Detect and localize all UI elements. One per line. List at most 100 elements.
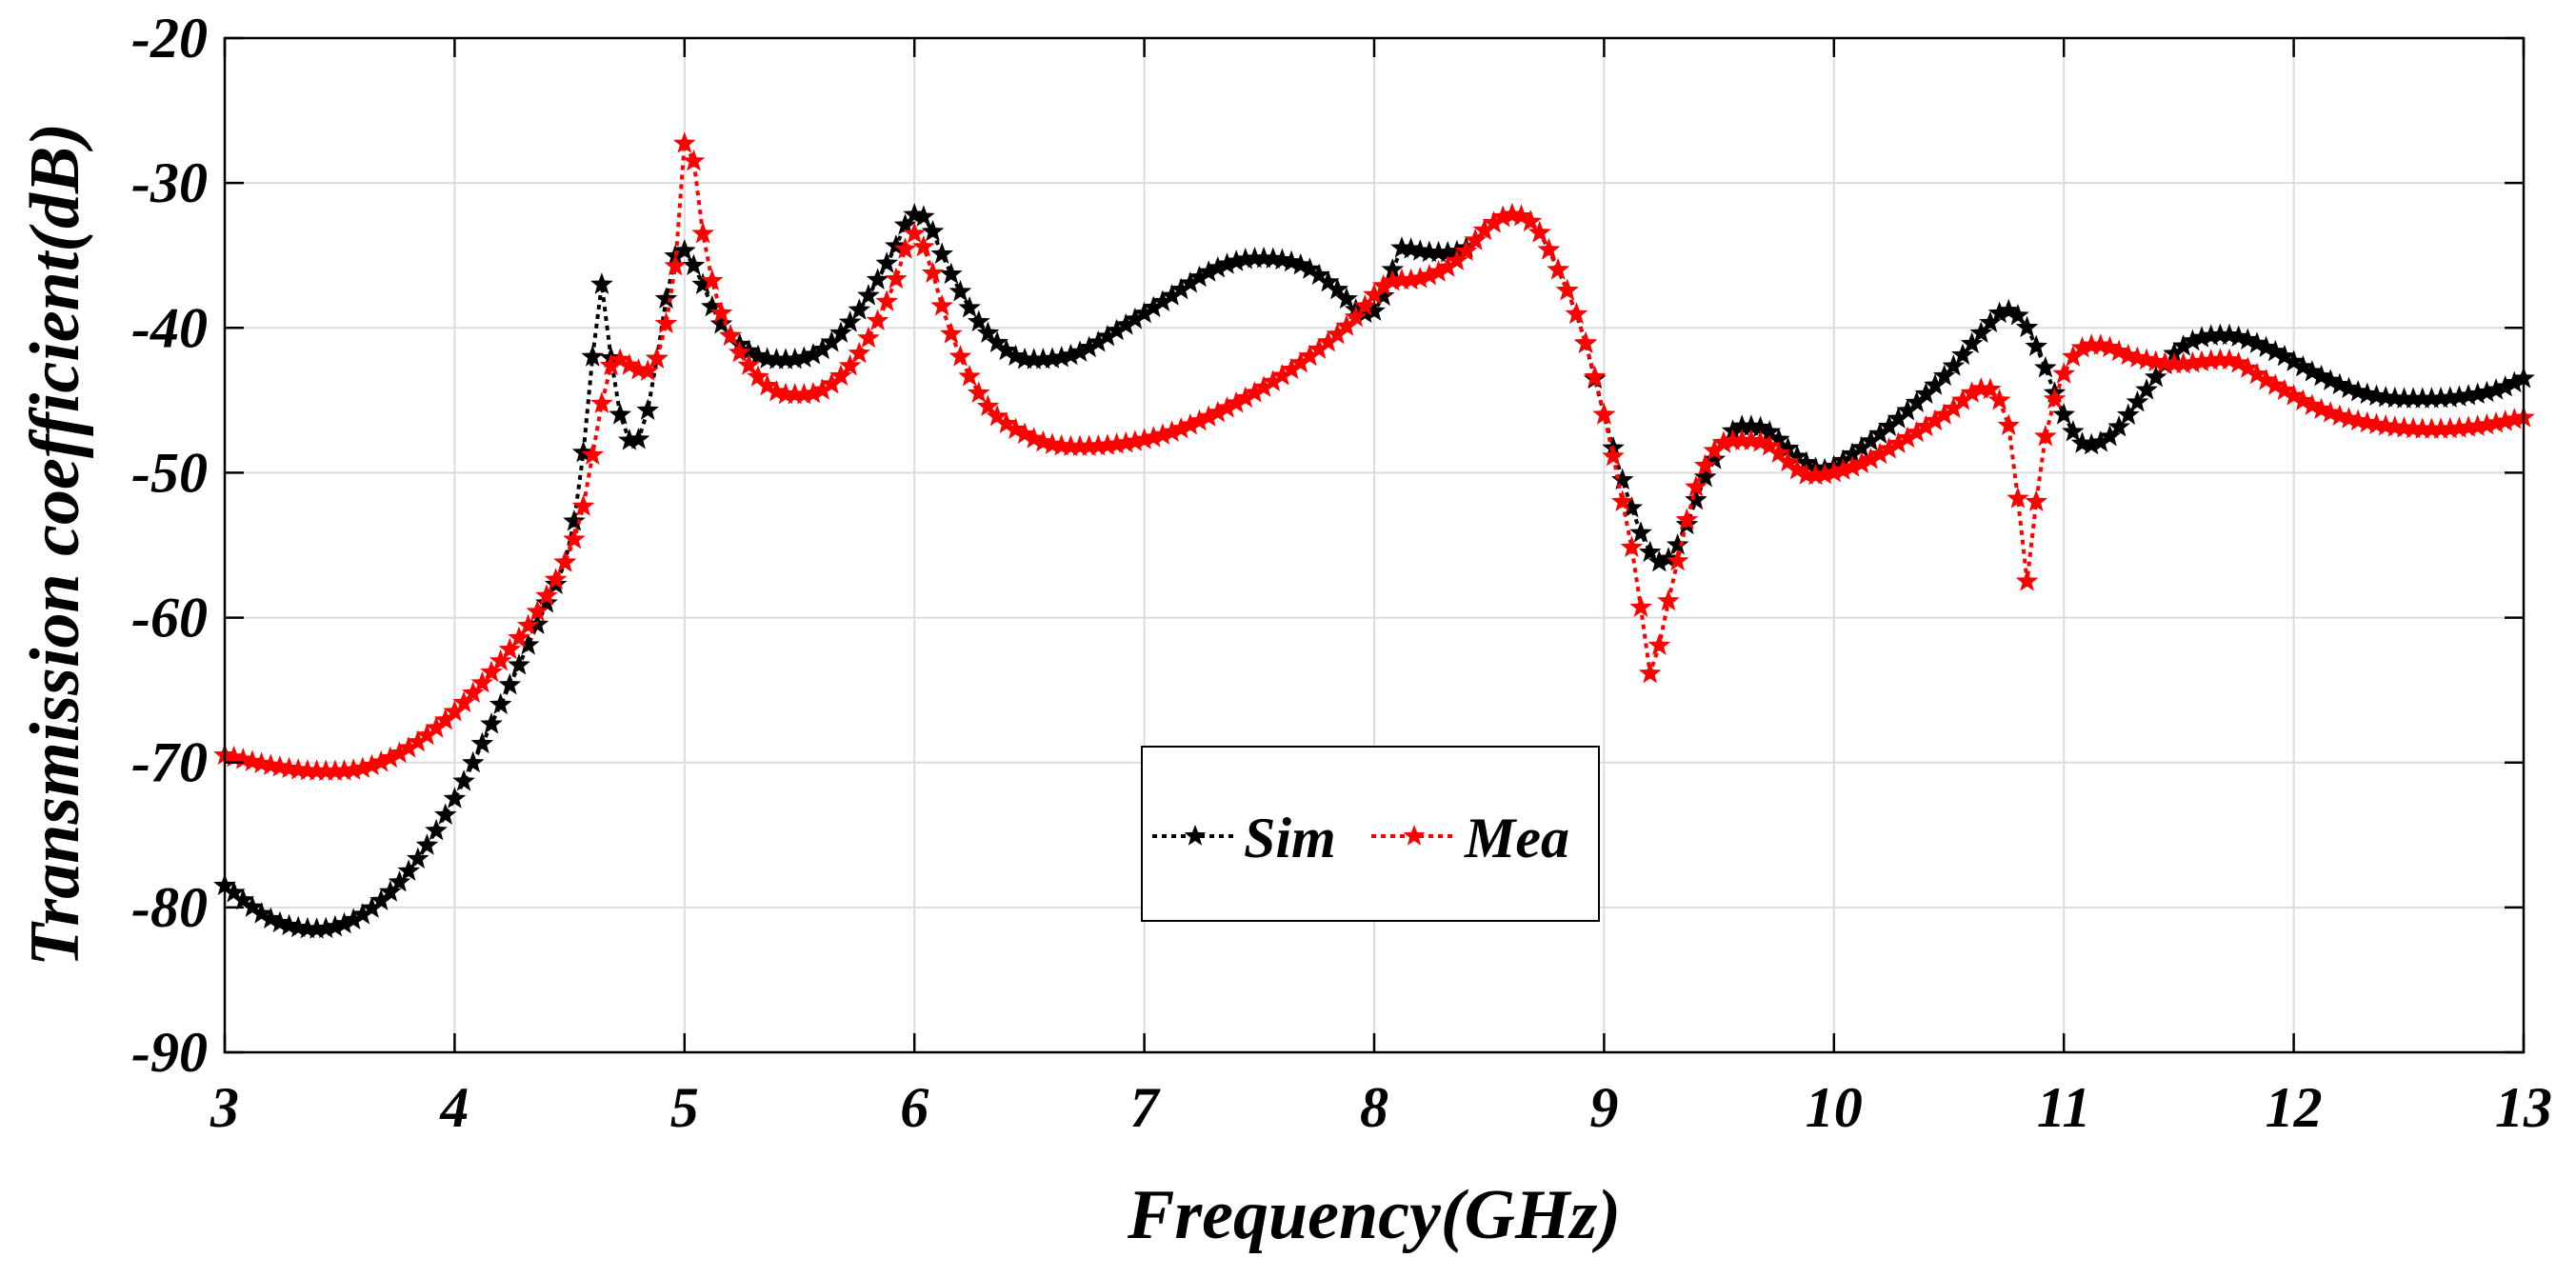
data-point-sim: [2309, 364, 2333, 387]
x-tick-label: 12: [2266, 1076, 2323, 1139]
data-point-mea: [646, 347, 669, 369]
data-point-mea: [1666, 549, 1689, 571]
data-point-mea: [461, 681, 485, 704]
data-point-sim: [535, 590, 558, 613]
data-point-sim: [2098, 424, 2122, 447]
data-point-sim: [1326, 277, 1349, 300]
data-point-sim: [1997, 298, 2021, 321]
data-point-sim: [1638, 540, 1662, 563]
data-point-mea: [2273, 378, 2296, 401]
data-point-mea: [2246, 362, 2268, 385]
legend: Sim Mea: [1141, 746, 1600, 922]
y-tick-label: -20: [131, 7, 208, 70]
tick-layer: [223, 36, 2526, 1054]
data-point-sim: [378, 880, 402, 902]
y-tick-label: -40: [131, 296, 208, 359]
data-point-mea: [2301, 393, 2324, 415]
data-point-mea: [728, 340, 751, 363]
data-point-sim: [857, 284, 880, 306]
data-point-sim: [2015, 315, 2039, 338]
data-point-sim: [866, 268, 889, 290]
data-point-mea: [747, 365, 769, 387]
data-point-mea: [2043, 387, 2067, 409]
data-point-sim: [848, 298, 871, 320]
data-point-mea: [1638, 661, 1662, 684]
data-point-sim: [1979, 310, 2002, 333]
data-point-mea: [2291, 389, 2315, 410]
data-point-mea: [2025, 489, 2048, 511]
data-point-sim: [508, 653, 530, 675]
legend-box: [1141, 746, 1600, 922]
data-point-sim: [2264, 339, 2287, 362]
data-point-sim: [1335, 287, 1358, 310]
data-point-sim: [415, 833, 439, 855]
data-point-sim: [682, 253, 706, 276]
legend-sim-star: [1184, 825, 1207, 846]
grid-lines: [225, 38, 2524, 1052]
data-point-sim: [1288, 252, 1312, 275]
data-point-mea: [838, 353, 862, 376]
series-sim: [213, 203, 2535, 939]
data-point-mea: [508, 626, 530, 649]
data-point-mea: [2007, 487, 2029, 509]
data-point-mea: [516, 613, 540, 636]
data-point-sim: [498, 672, 522, 695]
data-point-sim: [2062, 420, 2085, 442]
data-point-mea: [1574, 330, 1597, 353]
data-point-mea: [994, 411, 1018, 434]
data-point-sim: [443, 787, 467, 809]
data-point-sim: [921, 219, 945, 242]
x-tick-label: 13: [2495, 1076, 2552, 1139]
data-point-sim: [2319, 369, 2343, 390]
data-point-mea: [1555, 278, 1579, 301]
data-point-sim: [2025, 334, 2048, 356]
data-point-sim: [2246, 331, 2268, 353]
data-point-sim: [406, 847, 429, 869]
data-point-mea: [885, 267, 908, 290]
x-tick-label: 5: [670, 1076, 699, 1139]
data-point-mea: [1767, 441, 1790, 464]
data-point-mea: [1519, 210, 1542, 231]
data-point-mea: [875, 290, 899, 311]
data-point-mea: [489, 649, 512, 671]
data-point-mea: [2015, 569, 2039, 591]
data-point-mea: [581, 443, 605, 465]
data-point-mea: [1004, 417, 1028, 440]
data-point-mea: [967, 381, 990, 403]
data-point-mea: [1353, 294, 1377, 316]
data-point-sim: [590, 272, 613, 294]
data-point-mea: [636, 359, 659, 381]
data-point-mea: [1979, 377, 2002, 400]
data-point-mea: [1547, 257, 1569, 280]
data-point-mea: [609, 348, 632, 369]
series-mea: [213, 131, 2535, 781]
data-point-mea: [921, 261, 945, 283]
data-point-sim: [563, 509, 586, 531]
data-point-sim: [672, 238, 696, 261]
data-point-sim: [489, 692, 512, 714]
data-point-sim: [2291, 354, 2315, 377]
data-point-mea: [2236, 356, 2260, 378]
x-tick-label: 6: [900, 1076, 929, 1139]
legend-mea-star: [1403, 825, 1426, 846]
data-point-sim: [893, 213, 917, 235]
data-point-mea: [1629, 595, 1652, 617]
data-point-mea: [1675, 508, 1699, 530]
data-point-mea: [949, 345, 972, 367]
y-tick-label: -30: [131, 151, 208, 214]
data-point-sim: [581, 345, 605, 367]
data-point-sim: [2107, 415, 2130, 437]
x-tick-label: 8: [1360, 1076, 1388, 1139]
data-point-mea: [654, 311, 678, 333]
data-point-mea: [1786, 457, 1808, 480]
data-point-mea: [1693, 453, 1717, 476]
data-point-mea: [1592, 403, 1616, 425]
x-axis-label: Frequency(GHz): [1127, 1176, 1621, 1254]
data-point-mea: [544, 568, 568, 589]
data-point-sim: [250, 902, 273, 924]
data-point-sim: [388, 869, 411, 892]
data-point-mea: [563, 528, 586, 549]
data-point-mea: [672, 131, 696, 153]
data-point-mea: [912, 234, 935, 257]
data-point-mea: [1528, 221, 1551, 243]
